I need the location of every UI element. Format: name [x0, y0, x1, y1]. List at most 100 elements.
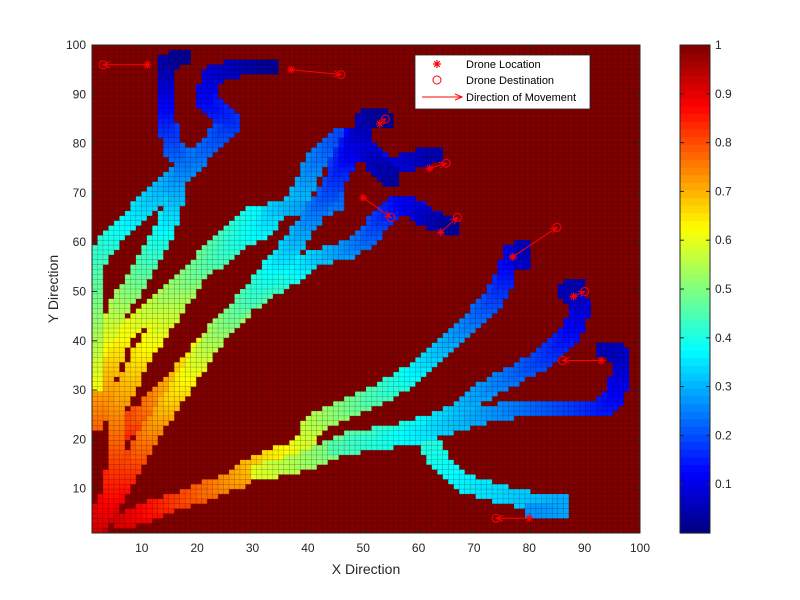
y-tick-label: 10 — [73, 482, 87, 496]
heatmap-cell — [108, 245, 115, 251]
heatmap-cell — [190, 347, 197, 353]
heatmap-cell — [360, 123, 367, 129]
heatmap-cell — [196, 367, 202, 373]
heatmap-cell — [563, 411, 569, 417]
heatmap-cell — [431, 425, 438, 431]
heatmap-cell — [420, 210, 427, 216]
heatmap-cell — [108, 303, 115, 309]
heatmap-cell — [130, 411, 136, 417]
heatmap-cell — [135, 415, 142, 421]
heatmap-cell — [404, 367, 410, 373]
heatmap-cell — [541, 357, 547, 363]
heatmap-cell — [152, 196, 158, 202]
heatmap-cell — [141, 245, 147, 251]
heatmap-cell — [119, 523, 126, 529]
heatmap-cell — [338, 171, 345, 177]
heatmap-cell — [448, 406, 454, 412]
heatmap-cell — [179, 59, 186, 65]
heatmap-cell — [141, 352, 147, 358]
heatmap-cell — [618, 401, 624, 407]
heatmap-cell — [448, 225, 454, 231]
heatmap-cell — [322, 142, 328, 148]
heatmap-cell — [524, 411, 531, 417]
heatmap-cell — [190, 498, 197, 504]
heatmap-cell — [503, 279, 509, 285]
heatmap-cell — [267, 64, 273, 70]
heatmap-cell — [97, 323, 104, 329]
heatmap-cell — [163, 152, 169, 158]
heatmap-cell — [344, 142, 350, 148]
heatmap-cell — [311, 176, 317, 182]
heatmap-cell — [486, 411, 493, 417]
heatmap-cell — [294, 269, 301, 275]
heatmap-cell — [108, 230, 115, 236]
heatmap-cell — [475, 411, 482, 417]
drone — [375, 114, 390, 128]
heatmap-cell — [393, 215, 400, 221]
heatmap-cell — [513, 411, 520, 417]
heatmap-cell — [420, 362, 427, 368]
heatmap-cell — [289, 196, 295, 202]
heatmap-cell — [552, 503, 558, 509]
heatmap-cell — [382, 391, 389, 397]
x-tick-label: 90 — [578, 541, 592, 555]
heatmap-cell — [119, 411, 126, 417]
heatmap-cell — [327, 210, 334, 216]
heatmap-cell — [541, 493, 547, 499]
heatmap-cell — [546, 401, 553, 407]
heatmap-cell — [168, 186, 175, 192]
heatmap-cell — [585, 313, 591, 319]
colorbar-segment — [680, 388, 710, 397]
heatmap-cell — [234, 479, 241, 485]
heatmap-cell — [141, 435, 147, 441]
heatmap-cell — [283, 469, 290, 475]
heatmap-cell — [409, 430, 416, 436]
heatmap-cell — [398, 367, 405, 373]
heatmap-cell — [157, 210, 164, 216]
drone — [359, 193, 396, 223]
heatmap-cell — [130, 479, 136, 485]
heatmap-cell — [212, 93, 219, 99]
x-tick-label: 30 — [246, 541, 260, 555]
heatmap-cell — [563, 342, 569, 348]
heatmap-cell — [157, 74, 164, 80]
heatmap-cell — [420, 352, 427, 358]
heatmap-cell — [102, 376, 109, 382]
heatmap-cell — [152, 337, 158, 343]
heatmap-cell — [508, 284, 515, 290]
heatmap-cell — [333, 406, 339, 412]
heatmap-cell — [201, 493, 208, 499]
heatmap-cell — [102, 323, 109, 329]
heatmap-cell — [607, 347, 613, 353]
heatmap-cell — [119, 235, 126, 241]
heatmap-cell — [294, 186, 301, 192]
heatmap-cell — [157, 391, 164, 397]
heatmap-cell — [459, 318, 465, 324]
heatmap-cell — [338, 450, 345, 456]
heatmap-cell — [596, 342, 602, 348]
heatmap-cell — [261, 274, 268, 280]
heatmap-cell — [185, 176, 191, 182]
heatmap-cell — [190, 293, 197, 299]
heatmap-cell — [355, 440, 361, 446]
heatmap-cell — [459, 337, 465, 343]
heatmap-cell — [97, 376, 104, 382]
heatmap-cell — [470, 484, 476, 490]
heatmap-cell — [486, 479, 493, 485]
heatmap-cell — [113, 289, 120, 295]
heatmap-cell — [223, 249, 230, 255]
heatmap-cell — [174, 406, 180, 412]
heatmap-cell — [601, 352, 608, 358]
heatmap-cell — [530, 357, 537, 363]
heatmap-cell — [152, 415, 158, 421]
heatmap-cell — [267, 474, 273, 480]
heatmap-cell — [108, 484, 115, 490]
heatmap-cell — [234, 220, 241, 226]
heatmap-cell — [541, 503, 547, 509]
heatmap-cell — [333, 411, 339, 417]
heatmap-cell — [174, 142, 180, 148]
heatmap-cell — [152, 406, 158, 412]
heatmap-cell — [486, 313, 493, 319]
heatmap-cell — [535, 347, 542, 353]
heatmap-cell — [387, 171, 394, 177]
